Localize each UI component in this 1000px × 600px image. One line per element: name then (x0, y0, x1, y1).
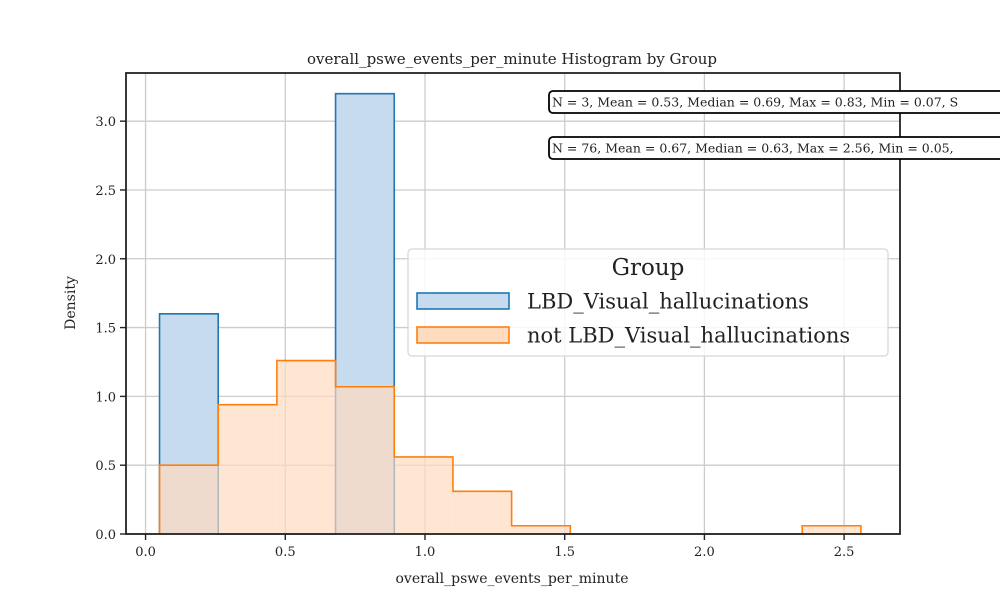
bar-series1-bin2 (276, 360, 336, 534)
x-tick-label-3: 1.5 (554, 545, 575, 560)
y-tick-label-6: 3.0 (95, 115, 116, 130)
x-axis-title: overall_pswe_events_per_minute (396, 571, 629, 587)
y-tick-label-4: 2.0 (95, 253, 116, 268)
bar-series1-bin8 (802, 525, 861, 534)
legend-swatch-0 (416, 292, 510, 310)
bar-series1-bin4 (394, 456, 453, 534)
legend-title: Group (612, 255, 685, 281)
y-axis-title: Density (63, 276, 79, 330)
y-tick-label-3: 1.5 (95, 322, 116, 337)
x-tick-label-4: 2.0 (694, 545, 715, 560)
x-tick-label-0: 0.0 (135, 545, 156, 560)
stats-annotations: N = 3, Mean = 0.53, Median = 0.69, Max =… (548, 90, 1000, 160)
annotation-text-0: N = 3, Mean = 0.53, Median = 0.69, Max =… (552, 95, 958, 110)
bar-series1-bin5 (452, 491, 512, 534)
x-tick-label-2: 1.0 (415, 545, 436, 560)
legend-label-0: LBD_Visual_hallucinations (527, 290, 809, 314)
bar-series1-bin3 (335, 386, 395, 534)
legend-swatch-1 (416, 326, 510, 344)
y-tick-label-0: 0.0 (95, 528, 116, 543)
annotation-box-1 (548, 136, 1000, 160)
bar-series1-bin1 (218, 404, 277, 534)
plot-frame (125, 72, 901, 535)
y-tick-label-5: 2.5 (95, 184, 116, 199)
legend-frame (407, 248, 889, 357)
bar-series1-bin0 (159, 465, 219, 534)
y-tick-label-1: 0.5 (95, 459, 116, 474)
x-tick-label-5: 2.5 (834, 545, 855, 560)
bar-series1-bin6 (511, 525, 571, 534)
legend-label-1: not LBD_Visual_hallucinations (527, 324, 850, 348)
ticks: 0.0 0.5 1.0 1.5 2.0 2.5 0.0 0.5 1.0 1.5 2.0 2.5 3.0 (95, 115, 854, 560)
annotation-text-1: N = 76, Mean = 0.67, Median = 0.63, Max … (552, 141, 954, 156)
annotation-box-0 (548, 90, 1000, 114)
y-tick-label-2: 1.0 (95, 390, 116, 405)
x-tick-label-1: 0.5 (275, 545, 296, 560)
chart-title: overall_pswe_events_per_minute Histogram… (307, 50, 717, 68)
bars (158, 92, 862, 535)
